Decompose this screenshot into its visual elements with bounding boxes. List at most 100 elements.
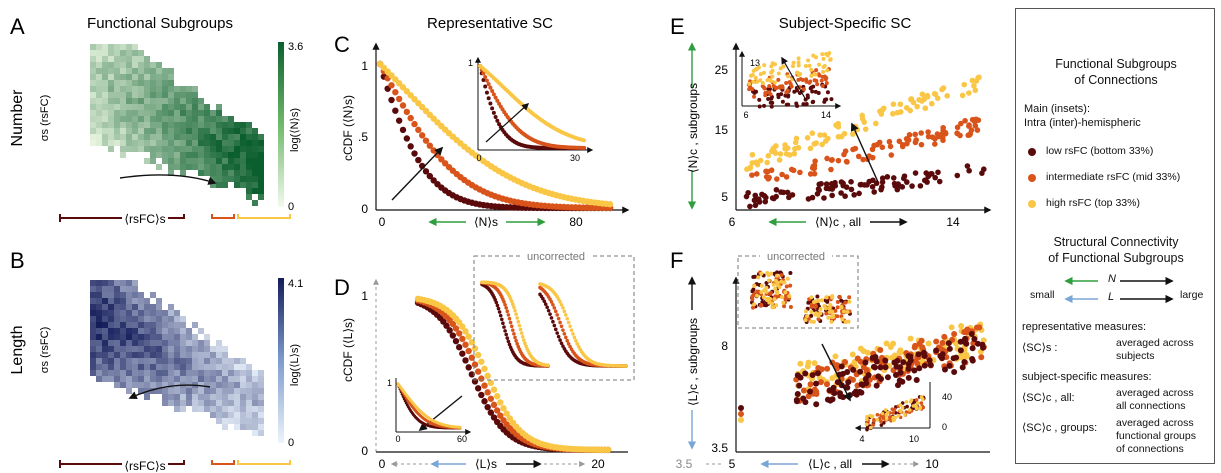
heatmap-cell: [192, 364, 198, 370]
heatmap-cell: [210, 128, 216, 134]
heatmap-cell: [168, 400, 174, 406]
heatmap-cell: [216, 170, 222, 176]
heatmap-cell: [132, 352, 138, 358]
heatmap-cell: [210, 394, 216, 400]
heatmap-cell: [180, 388, 186, 394]
scatter-point: [796, 382, 803, 389]
heatmap-cell: [120, 116, 126, 122]
legend-sc-title-2: of Functional Subgroups: [1048, 251, 1184, 265]
heatmap-cell: [96, 86, 102, 92]
scatter-point: [915, 401, 920, 405]
heatmap-cell: [168, 394, 174, 400]
heatmap-cell: [186, 134, 192, 140]
curve-point: [511, 328, 515, 332]
heatmap-cell: [162, 92, 168, 98]
heatmap-cell: [168, 304, 174, 310]
heatmap-cell: [126, 86, 132, 92]
heatmap-cell: [252, 418, 258, 424]
heatmap-cell: [198, 146, 204, 152]
scatter-point: [879, 175, 886, 182]
heatmap-cell: [96, 304, 102, 310]
scatter-point: [760, 81, 765, 86]
scatter-point: [951, 330, 958, 337]
heatmap-cell: [138, 50, 144, 56]
curve-point: [484, 403, 491, 411]
scatter-point: [797, 360, 804, 367]
heatmap-cell: [216, 340, 222, 346]
heatmap-cell: [168, 68, 174, 74]
panel-d-xtick-20: 20: [591, 457, 605, 471]
heatmap-cell: [240, 406, 246, 412]
heatmap-cell: [144, 316, 150, 322]
heatmap-cell: [90, 128, 96, 134]
heatmap-cell: [240, 134, 246, 140]
heatmap-cell: [126, 122, 132, 128]
heatmap-cell: [156, 110, 162, 116]
scatter-point: [850, 131, 856, 137]
heatmap-cell: [144, 298, 150, 304]
scatter-point: [940, 137, 946, 144]
heatmap-cell: [210, 140, 216, 146]
heatmap-cell: [222, 394, 228, 400]
scatter-point: [780, 85, 785, 90]
scatter-point: [815, 82, 820, 87]
scatter-point: [786, 102, 791, 107]
legend-rep-heading: representative measures:: [1022, 321, 1147, 333]
legend-mid-dot: [1028, 174, 1036, 182]
heatmap-cell: [240, 122, 246, 128]
heatmap-cell: [258, 188, 264, 194]
heatmap-cell: [132, 370, 138, 376]
scatter-point: [788, 270, 793, 275]
heatmap-cell: [90, 352, 96, 358]
heatmap-cell: [198, 140, 204, 146]
scatter-point: [751, 305, 756, 310]
heatmap-cell: [90, 346, 96, 352]
heatmap-cell: [120, 68, 126, 74]
scatter-point: [758, 72, 763, 77]
heatmap-cell: [108, 340, 114, 346]
scatter-point: [897, 101, 904, 108]
heatmap-cell: [120, 358, 126, 364]
curve-point: [483, 84, 488, 89]
heatmap-cell: [234, 152, 240, 158]
curve-point: [545, 305, 549, 310]
scatter-point: [774, 289, 779, 294]
heatmap-cell: [150, 334, 156, 340]
scatter-point: [759, 290, 764, 295]
heatmap-cell: [180, 92, 186, 98]
scatter-point: [879, 144, 886, 151]
heatmap-cell: [114, 358, 120, 364]
heatmap-cell: [144, 370, 150, 376]
heatmap-cell: [240, 158, 246, 164]
heatmap-cell: [180, 358, 186, 364]
scatter-point: [770, 146, 776, 153]
heatmap-cell: [156, 74, 162, 80]
curve-point: [562, 332, 567, 336]
curve-point: [522, 338, 526, 342]
scatter-point: [825, 135, 831, 142]
scatter-point: [830, 294, 835, 299]
legend-all-desc-1: averaged across: [1116, 387, 1194, 399]
legend-title-1: Functional Subgroups: [1055, 57, 1177, 71]
curve-point: [500, 317, 504, 322]
heatmap-cell: [90, 86, 96, 92]
scatter-point: [932, 141, 938, 147]
heatmap-cell: [180, 316, 186, 322]
curve-point: [512, 332, 516, 336]
heatmap-cell: [222, 418, 228, 424]
curve-point: [449, 332, 457, 339]
heatmap-cell: [150, 128, 156, 134]
scatter-point: [833, 362, 840, 369]
heatmap-cell: [96, 358, 102, 364]
heatmap-cell: [210, 116, 216, 122]
heatmap-cell: [240, 412, 246, 418]
heatmap-cell: [138, 370, 144, 376]
curve-point: [506, 313, 511, 317]
heatmap-cell: [90, 322, 96, 328]
scatter-point: [809, 165, 816, 171]
heatmap-cell: [156, 92, 162, 98]
curve-point: [496, 306, 501, 311]
heatmap-cell: [126, 340, 132, 346]
scatter-point: [884, 374, 891, 381]
curve-point: [484, 78, 489, 83]
